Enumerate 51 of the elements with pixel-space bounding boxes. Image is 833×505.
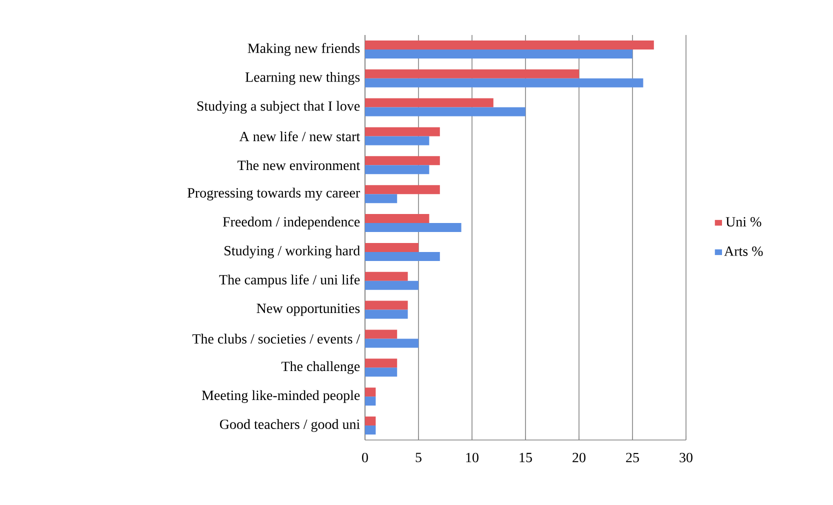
y-tick-label: Studying a subject that I love [197, 100, 360, 114]
x-tick-label: 30 [680, 452, 692, 462]
bar [365, 185, 440, 194]
bar [365, 368, 398, 377]
y-tick-label: Good teachers / good uni [220, 419, 360, 432]
bar [365, 223, 462, 232]
y-tick-label: A new life / new start [239, 131, 360, 142]
bar [365, 396, 376, 406]
bar [365, 214, 430, 224]
y-tick-label: Progressing towards my career [188, 188, 360, 200]
bar [365, 416, 376, 426]
x-tick-label: 25 [626, 452, 639, 462]
bar [365, 49, 632, 58]
bar [365, 300, 408, 310]
bar [365, 165, 430, 174]
x-tick-label: 5 [416, 452, 422, 462]
bar [365, 69, 579, 78]
bar [365, 272, 408, 281]
bar [365, 242, 418, 252]
x-tick-label: 0 [362, 452, 368, 462]
y-tick-label: Meeting like-minded people [202, 390, 360, 403]
bar [365, 388, 376, 397]
y-tick-label: The challenge [281, 361, 360, 374]
x-tick-label: 20 [572, 452, 586, 462]
bar [365, 252, 440, 261]
bar [365, 310, 408, 319]
bar [365, 280, 418, 290]
y-tick-label: Freedom / independence [222, 216, 360, 230]
bar [365, 136, 430, 146]
y-tick-label: Learning new things [245, 72, 360, 85]
bar [365, 426, 376, 435]
bar [365, 40, 654, 50]
y-tick-label: The new environment [238, 160, 360, 170]
y-tick-label: Making new friends [248, 43, 360, 56]
bar [365, 127, 440, 136]
y-tick-label: The clubs / societies / events / [192, 334, 360, 344]
bar [365, 78, 644, 88]
bar [365, 194, 398, 204]
bar [365, 338, 418, 348]
x-tick-label: 10 [466, 452, 478, 462]
y-tick-label: The campus life / uni life [219, 274, 360, 288]
bar [365, 98, 494, 108]
legend-label: Arts % [724, 246, 763, 256]
legend-label: Uni % [726, 217, 762, 227]
y-tick-label: Studying / working hard [224, 246, 360, 258]
y-tick-label: New opportunities [256, 304, 360, 316]
bar [365, 107, 526, 116]
x-tick-label: 15 [520, 452, 532, 462]
bar [365, 156, 440, 166]
bar [365, 358, 398, 368]
bar [365, 330, 398, 339]
